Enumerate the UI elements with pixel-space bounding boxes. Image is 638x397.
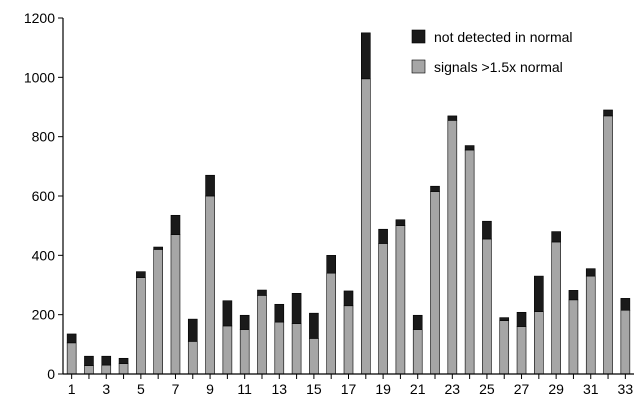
bar-not-detected-21 bbox=[412, 314, 423, 330]
bar-not-detected-24 bbox=[464, 145, 475, 151]
bar-not-detected-9 bbox=[205, 174, 215, 197]
bar-signals-18 bbox=[360, 78, 371, 375]
bar-not-detected-25 bbox=[482, 220, 492, 240]
bar-not-detected-16 bbox=[326, 255, 337, 274]
bar-signals-7 bbox=[170, 234, 181, 375]
bar-signals-15 bbox=[309, 338, 319, 375]
bar-signals-25 bbox=[482, 238, 492, 375]
bar-not-detected-6 bbox=[153, 246, 163, 250]
bar-signals-33 bbox=[620, 309, 631, 375]
x-tick-label-21: 21 bbox=[410, 381, 426, 397]
bars-layer bbox=[66, 32, 631, 375]
bar-not-detected-5 bbox=[136, 271, 146, 278]
bar-signals-13 bbox=[274, 321, 285, 375]
bar-not-detected-14 bbox=[291, 293, 302, 324]
bar-signals-2 bbox=[84, 365, 94, 375]
bar-signals-24 bbox=[464, 149, 475, 375]
bar-not-detected-20 bbox=[395, 219, 406, 226]
bar-signals-6 bbox=[153, 249, 163, 375]
x-tick-label-15: 15 bbox=[306, 381, 322, 397]
bar-not-detected-12 bbox=[257, 289, 267, 296]
y-tick-label-600: 600 bbox=[32, 188, 56, 204]
bar-not-detected-15 bbox=[309, 312, 319, 339]
x-tick-label-7: 7 bbox=[172, 381, 180, 397]
bar-not-detected-8 bbox=[187, 318, 198, 342]
bar-not-detected-10 bbox=[222, 300, 233, 327]
legend-label-signals: signals >1.5x normal bbox=[434, 59, 563, 75]
bar-not-detected-32 bbox=[603, 109, 613, 117]
bar-not-detected-31 bbox=[585, 268, 596, 277]
bar-signals-4 bbox=[118, 363, 129, 375]
bar-signals-16 bbox=[326, 272, 337, 375]
legend: not detected in normal signals >1.5x norm… bbox=[411, 29, 573, 75]
bar-not-detected-33 bbox=[620, 298, 631, 311]
bar-signals-19 bbox=[378, 243, 388, 375]
bar-signals-30 bbox=[568, 299, 579, 375]
bar-not-detected-4 bbox=[118, 357, 129, 364]
bar-signals-11 bbox=[239, 329, 250, 375]
bar-signals-28 bbox=[534, 311, 544, 375]
legend-swatch-signals bbox=[411, 59, 426, 74]
bar-signals-31 bbox=[585, 275, 596, 375]
bar-not-detected-3 bbox=[101, 355, 112, 366]
bar-signals-20 bbox=[395, 225, 406, 375]
bar-not-detected-11 bbox=[239, 314, 250, 330]
x-tick-label-33: 33 bbox=[618, 381, 634, 397]
x-tick-label-27: 27 bbox=[514, 381, 530, 397]
x-tick-label-17: 17 bbox=[341, 381, 357, 397]
x-tick-label-19: 19 bbox=[375, 381, 391, 397]
x-tick-label-31: 31 bbox=[583, 381, 599, 397]
bar-signals-5 bbox=[136, 277, 146, 375]
y-tick-label-400: 400 bbox=[32, 247, 56, 263]
bar-signals-12 bbox=[257, 295, 267, 375]
bar-not-detected-1 bbox=[66, 333, 77, 344]
legend-swatch-not-detected bbox=[411, 29, 426, 44]
x-tick-label-23: 23 bbox=[445, 381, 461, 397]
x-tick-label-11: 11 bbox=[237, 381, 252, 397]
bar-not-detected-13 bbox=[274, 303, 285, 323]
bar-not-detected-30 bbox=[568, 290, 579, 301]
bar-not-detected-29 bbox=[551, 231, 561, 243]
bar-signals-3 bbox=[101, 364, 112, 375]
bar-not-detected-26 bbox=[499, 317, 510, 321]
bar-not-detected-7 bbox=[170, 214, 181, 235]
bar-signals-21 bbox=[412, 329, 423, 375]
x-tick-label-3: 3 bbox=[102, 381, 110, 397]
x-tick-label-25: 25 bbox=[479, 381, 495, 397]
bar-signals-29 bbox=[551, 241, 561, 375]
bar-signals-9 bbox=[205, 195, 215, 375]
bar-signals-26 bbox=[499, 320, 510, 375]
bar-not-detected-22 bbox=[430, 185, 440, 192]
bar-signals-32 bbox=[603, 115, 613, 375]
bar-not-detected-2 bbox=[84, 355, 94, 366]
bar-not-detected-18 bbox=[360, 32, 371, 80]
y-tick-label-200: 200 bbox=[32, 307, 56, 323]
bar-not-detected-23 bbox=[447, 115, 458, 121]
x-tick-label-1: 1 bbox=[68, 381, 76, 397]
x-tick-label-29: 29 bbox=[548, 381, 564, 397]
y-tick-label-1200: 1200 bbox=[24, 10, 55, 26]
legend-label-not-detected: not detected in normal bbox=[434, 29, 573, 45]
bar-signals-10 bbox=[222, 325, 233, 375]
bar-signals-8 bbox=[187, 341, 198, 375]
bar-signals-17 bbox=[343, 305, 354, 375]
bar-signals-22 bbox=[430, 191, 440, 375]
y-tick-label-0: 0 bbox=[47, 366, 55, 382]
bar-not-detected-19 bbox=[378, 228, 388, 244]
bar-not-detected-17 bbox=[343, 290, 354, 307]
x-tick-label-5: 5 bbox=[137, 381, 145, 397]
bar-not-detected-28 bbox=[534, 275, 544, 313]
bar-signals-14 bbox=[291, 323, 302, 375]
y-tick-label-800: 800 bbox=[32, 129, 56, 145]
x-tick-label-9: 9 bbox=[206, 381, 214, 397]
bar-signals-23 bbox=[447, 120, 458, 375]
bar-not-detected-27 bbox=[516, 311, 527, 327]
bar-signals-1 bbox=[66, 342, 77, 375]
bar-signals-27 bbox=[516, 326, 527, 375]
x-tick-label-13: 13 bbox=[271, 381, 287, 397]
y-tick-label-1000: 1000 bbox=[24, 69, 55, 85]
